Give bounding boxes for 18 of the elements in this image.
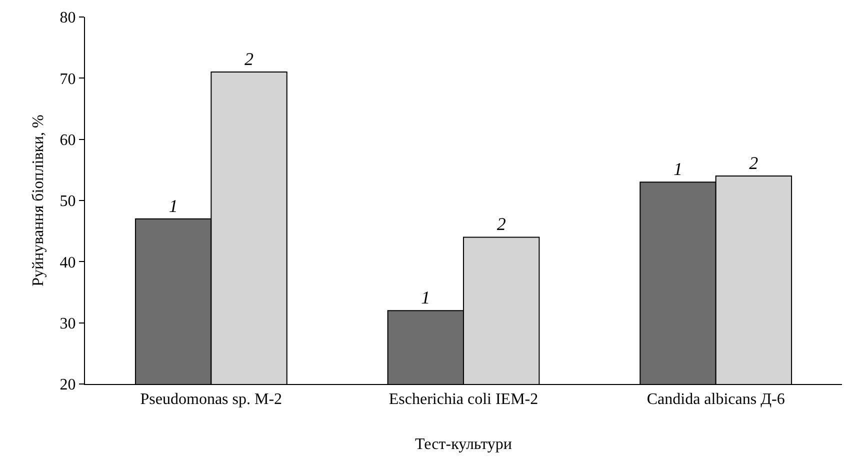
y-tick-label: 30 (60, 315, 76, 332)
y-axis-title: Руйнування біоплівки, % (30, 114, 47, 286)
y-tick-label: 50 (60, 193, 76, 210)
series-label: 2 (244, 49, 254, 70)
y-tick-label: 40 (60, 254, 76, 272)
series-label: 1 (168, 196, 178, 216)
x-tick-label: Candida albicans Д-6 (646, 391, 785, 408)
text: 1 (421, 288, 430, 308)
text: 2 (496, 214, 506, 234)
text: 1 (673, 159, 682, 180)
y-tick-label: 20 (60, 376, 76, 394)
x-tick-label: Pseudomonas sp. M-2 (140, 391, 282, 408)
y-tick-label: 60 (60, 132, 76, 149)
x-tick-label: Escherichia coli IEM-2 (388, 391, 538, 408)
text: 2 (749, 153, 758, 174)
y-tick-label: 80 (60, 10, 76, 27)
x-axis-title: Тест-культури (415, 436, 512, 453)
y-tick-label: 70 (60, 70, 76, 88)
